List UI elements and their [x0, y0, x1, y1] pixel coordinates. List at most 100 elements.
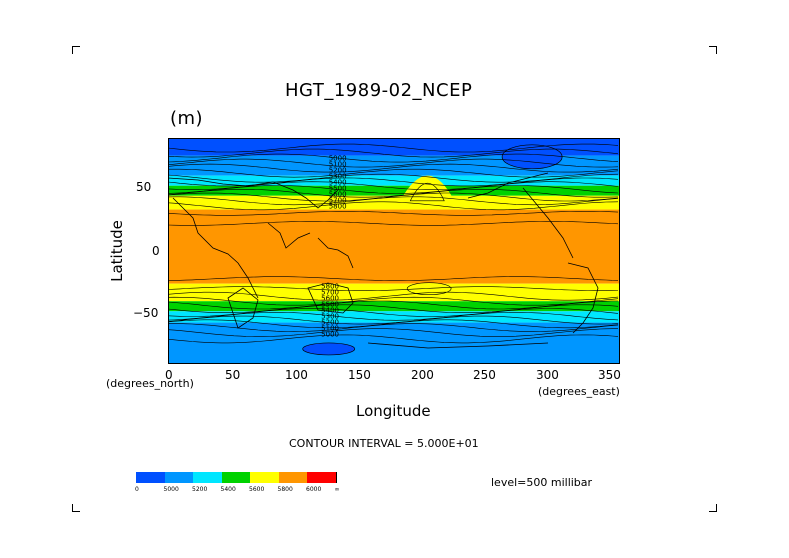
contour-line-4	[168, 163, 619, 173]
contour-line-28	[168, 334, 619, 344]
coastline-0	[168, 177, 339, 209]
height-band-3	[168, 185, 620, 196]
colorbar: 0 5000 5200 5400 5600 5800 6000 ∞	[135, 472, 340, 494]
contour-line-25	[168, 319, 619, 329]
contour-line-23	[168, 312, 619, 321]
x-axis-label: Longitude	[356, 402, 431, 420]
colorbar-swatch-4	[250, 472, 280, 483]
contour-label-south-7: 5100	[321, 325, 339, 333]
corner-mark-top-left	[72, 46, 80, 54]
colorbar-label-0: 0	[135, 486, 139, 493]
x-tick-150: 150	[348, 368, 371, 382]
coastline-7	[467, 172, 549, 199]
contour-label-north-1: 5100	[329, 161, 347, 169]
coastline-6	[567, 262, 599, 334]
contour-line-8	[168, 181, 619, 190]
antarctic-low	[302, 342, 356, 356]
contour-line-11	[168, 192, 619, 202]
contour-line-16	[168, 276, 619, 281]
y-unit-label: (degrees_north)	[106, 377, 194, 390]
corner-mark-bottom-right	[709, 504, 717, 512]
level-note: level=500 millibar	[491, 476, 593, 489]
height-band-8	[168, 311, 620, 323]
south-pacific-ridge	[406, 282, 452, 295]
contour-label-north-5: 5500	[329, 185, 347, 193]
contour-label-north-0: 5000	[329, 155, 347, 163]
colorbar-label-4: 5600	[249, 486, 265, 493]
contour-line-19	[168, 296, 619, 306]
x-tick-0: 0	[165, 368, 173, 382]
coastline-1	[172, 197, 259, 299]
contour-line-17	[168, 286, 619, 291]
contour-label-north-7: 5700	[329, 197, 347, 205]
arctic-low	[501, 144, 563, 170]
y-tick-0: 0	[152, 244, 160, 258]
contour-label-south-8: 5000	[321, 331, 339, 339]
contour-line-27	[168, 328, 619, 337]
coastline-8	[367, 342, 549, 349]
y-axis-label: Latitude	[107, 220, 126, 282]
contour-label-north-4: 5400	[329, 179, 347, 187]
contour-label-south-4: 5400	[321, 307, 339, 315]
contour-label-south-0: 5800	[321, 283, 339, 291]
map-frame	[168, 138, 620, 364]
x-tick-200: 200	[411, 368, 434, 382]
contour-line-26	[168, 323, 619, 332]
contour-label-south-6: 5200	[321, 319, 339, 327]
x-tick-100: 100	[285, 368, 308, 382]
x-unit-label: (degrees_east)	[538, 385, 620, 398]
contour-line-21	[168, 304, 619, 313]
x-tick-300: 300	[536, 368, 559, 382]
contour-label-north-8: 5800	[329, 203, 347, 211]
x-tick-350: 350	[598, 368, 621, 382]
x-tick-250: 250	[473, 368, 496, 382]
contour-label-north-6: 5600	[329, 191, 347, 199]
height-band-4	[168, 195, 620, 210]
height-band-5	[168, 209, 620, 284]
x-tick-50: 50	[225, 368, 241, 382]
colorbar-label-2: 5200	[192, 486, 208, 493]
colorbar-swatch-0	[136, 472, 166, 483]
contour-line-22	[168, 308, 619, 317]
colorbar-swatch-6	[307, 472, 337, 483]
coastline-4	[307, 282, 354, 314]
chart-title: HGT_1989-02_NCEP	[285, 80, 473, 101]
contour-line-3	[168, 158, 619, 168]
height-band-6	[168, 283, 620, 302]
colorbar-swatch-5	[278, 472, 308, 483]
polar-cap-low	[210, 138, 331, 149]
contour-line-18	[168, 291, 619, 301]
colorbar-swatch-3	[221, 472, 251, 483]
contour-line-13	[168, 201, 619, 211]
contour-interval-note: CONTOUR INTERVAL = 5.000E+01	[289, 437, 479, 450]
contour-label-south-2: 5600	[321, 295, 339, 303]
colorbar-label-5: 5800	[277, 486, 293, 493]
colorbar-label-3: 5400	[220, 486, 236, 493]
height-contour-map: 5000580051005700520056005300550054005400…	[168, 138, 620, 364]
contour-label-south-3: 5500	[321, 301, 339, 309]
colorbar-swatch-2	[193, 472, 223, 483]
contour-line-9	[168, 185, 619, 194]
coastline-3	[317, 237, 354, 269]
contour-line-5	[168, 168, 619, 178]
contour-label-north-2: 5200	[329, 167, 347, 175]
contour-line-24	[168, 315, 619, 325]
contour-line-12	[168, 196, 619, 206]
corner-mark-bottom-left	[72, 504, 80, 512]
contour-label-south-5: 5300	[321, 313, 339, 321]
units-label: (m)	[170, 108, 204, 129]
y-tick-50: 50	[136, 180, 152, 194]
colorbar-label-7: ∞	[334, 486, 340, 493]
coastline-2	[267, 222, 311, 249]
colorbar-label-1: 5000	[163, 486, 179, 493]
coastline-9	[227, 287, 259, 329]
contour-line-15	[168, 221, 619, 226]
coastline-5	[522, 187, 574, 259]
corner-mark-top-right	[709, 46, 717, 54]
contour-line-0	[168, 143, 619, 153]
contour-line-10	[168, 189, 619, 198]
contour-label-south-1: 5700	[321, 289, 339, 297]
contour-label-north-3: 5300	[329, 173, 347, 181]
height-band-7	[168, 301, 620, 312]
contour-line-1	[168, 148, 619, 158]
